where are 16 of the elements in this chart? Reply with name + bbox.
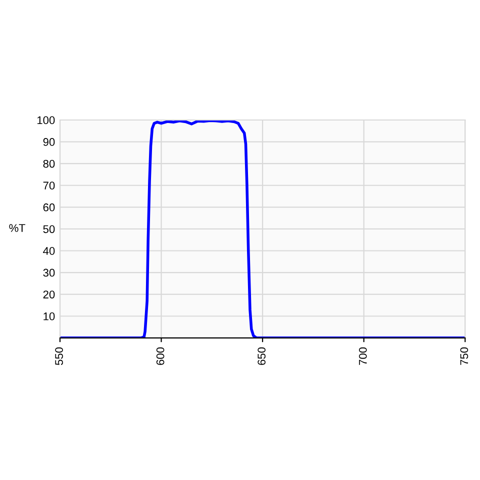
x-tick-label: 750 (460, 347, 468, 365)
y-tick-label: 40 (43, 247, 55, 255)
x-tick-label: 550 (55, 347, 63, 366)
y-tick-label: 60 (43, 203, 55, 212)
y-tick-label: 90 (43, 138, 55, 146)
x-tick-label: 650 (258, 347, 266, 365)
y-tick-label: 30 (43, 268, 55, 277)
y-axis-title: %T (9, 224, 26, 232)
x-tick-label: 700 (358, 347, 367, 365)
y-tick-label: 80 (43, 160, 55, 168)
y-tick-label: 70 (43, 182, 55, 190)
y-tick-label: 50 (43, 225, 55, 234)
y-tick-label: 20 (43, 290, 55, 298)
x-tick-label: 600 (156, 347, 164, 365)
y-tick-label: 10 (44, 312, 55, 320)
y-tick-label: 100 (37, 116, 55, 124)
